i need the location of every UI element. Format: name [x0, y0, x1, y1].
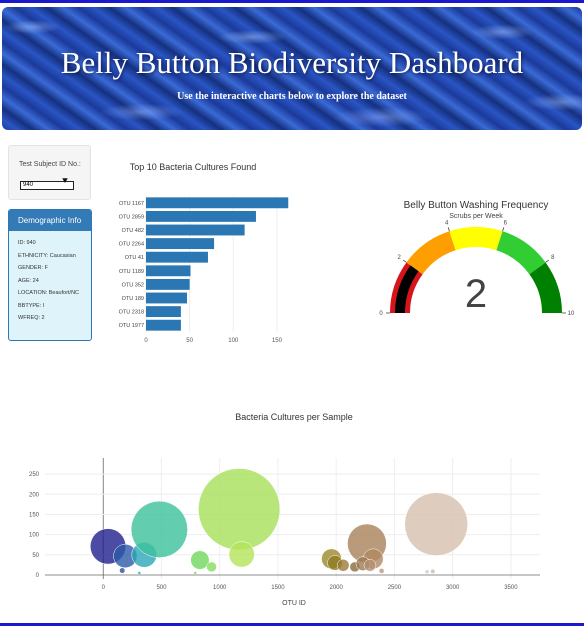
- bubble: [228, 541, 255, 568]
- bar-y-tick-label: OTU 352: [122, 282, 144, 288]
- bar-x-tick-label: 150: [272, 338, 283, 344]
- demographic-info-body: ID: 940 ETHNICITY: Caucasian GENDER: F AGE:…: [9, 231, 91, 322]
- subject-id-select[interactable]: 940 ⯆: [20, 176, 74, 190]
- gauge-band: [496, 231, 546, 275]
- bubble: [206, 561, 217, 573]
- subject-selector-panel: Test Subject ID No.: 940 ⯆: [8, 145, 91, 200]
- bottom-border: [0, 623, 584, 626]
- bubble-x-tick-label: 3000: [446, 585, 460, 591]
- bar-y-tick-label: OTU 2318: [119, 310, 144, 316]
- bar: [146, 197, 289, 209]
- bubble-x-axis-label: OTU ID: [282, 600, 306, 607]
- gauge-tick: [402, 259, 407, 263]
- bubble-x-tick-label: 0: [102, 585, 106, 591]
- gauge-tick-label: 0: [379, 311, 383, 317]
- bar-x-tick-label: 100: [228, 338, 239, 344]
- bar: [146, 210, 256, 222]
- bubble-x-tick-label: 500: [156, 585, 167, 591]
- gauge-tick: [502, 227, 505, 232]
- bar-y-tick-label: OTU 2859: [119, 214, 144, 220]
- bubble: [193, 571, 197, 575]
- bar-y-tick-label: OTU 1167: [119, 201, 144, 207]
- chevron-down-icon: ⯆: [61, 176, 69, 187]
- bubble-y-tick-label: 0: [36, 573, 40, 579]
- gauge-tick-label: 4: [445, 221, 449, 227]
- bubble-x-tick-label: 1500: [271, 585, 285, 591]
- gauge-title: Belly Button Washing Frequency: [404, 200, 549, 211]
- bubble: [363, 559, 377, 572]
- bubble-y-tick-label: 50: [32, 553, 39, 559]
- bubble-x-tick-label: 2000: [329, 585, 343, 591]
- bar: [146, 265, 191, 277]
- bar-x-tick-label: 50: [186, 338, 193, 344]
- demographic-entry: WFREQ: 2: [18, 315, 45, 321]
- bar: [146, 319, 181, 331]
- bar: [146, 306, 181, 318]
- bar-x-tick-label: 0: [144, 338, 148, 344]
- bubble-x-tick-label: 1000: [213, 585, 227, 591]
- bubble: [430, 568, 436, 574]
- demographic-entry: AGE: 24: [18, 277, 39, 284]
- gauge-tick-label: 6: [504, 221, 508, 227]
- bubble-chart-title: Bacteria Cultures per Sample: [235, 412, 353, 422]
- bubble: [336, 559, 350, 572]
- bar: [146, 238, 215, 250]
- bubble-y-tick-label: 100: [29, 533, 40, 539]
- gauge-tick-label: 2: [397, 255, 401, 261]
- bubble: [137, 571, 142, 575]
- bar-y-tick-label: OTU 41: [125, 255, 144, 261]
- bubble: [424, 569, 430, 574]
- bubble: [198, 468, 281, 551]
- demographic-entry: LOCATION: Beaufort/NC: [18, 290, 80, 296]
- demographic-entry: ID: 940: [18, 240, 36, 246]
- gauge-value-bar: [395, 265, 419, 313]
- gauge-subtitle: Scrubs per Week: [449, 213, 503, 220]
- bar-y-tick-label: OTU 1189: [119, 269, 144, 275]
- page-title: Belly Button Biodiversity Dashboard: [60, 45, 524, 80]
- top10-bar-chart: Top 10 Bacteria Cultures Found 0 50 100 150 O…: [119, 162, 289, 344]
- bubble: [190, 550, 210, 570]
- top-border: [0, 0, 584, 3]
- bubble-y-tick-label: 200: [29, 492, 40, 498]
- bubble: [404, 492, 468, 556]
- gauge-tick-label: 10: [568, 311, 575, 317]
- bar-y-tick-label: OTU 189: [122, 296, 144, 302]
- bubble-y-tick-label: 250: [29, 472, 40, 478]
- bar-y-tick-label: OTU 482: [122, 228, 144, 234]
- gauge-tick: [545, 259, 550, 263]
- subject-selector-label: Test Subject ID No.:: [19, 161, 81, 168]
- subject-id-value: 940: [23, 182, 34, 188]
- demographic-entry: GENDER: F: [18, 265, 48, 271]
- page-subtitle: Use the interactive charts below to expl…: [177, 91, 407, 102]
- bar-chart-title: Top 10 Bacteria Cultures Found: [130, 162, 257, 172]
- header-banner: Belly Button Biodiversity Dashboard Use …: [2, 7, 582, 130]
- gauge-band: [449, 227, 503, 251]
- gauge-value: 2: [465, 272, 487, 316]
- demographic-info-title: Demographic Info: [9, 210, 91, 231]
- bubble: [378, 568, 385, 574]
- bar: [146, 292, 188, 304]
- bar: [146, 251, 208, 263]
- bubble: [119, 567, 126, 574]
- demographic-entry: BBTYPE: I: [18, 302, 45, 309]
- bar: [146, 278, 190, 290]
- gauge-tick: [447, 227, 450, 232]
- bubble-y-tick-label: 150: [29, 512, 40, 518]
- bar-y-tick-label: OTU 1977: [119, 323, 144, 329]
- wash-frequency-gauge: Belly Button Washing Frequency Scrubs per…: [379, 200, 575, 317]
- gauge-tick-label: 8: [551, 255, 555, 261]
- demographic-entry: ETHNICITY: Caucasian: [18, 252, 76, 259]
- bubble-x-tick-label: 3500: [504, 585, 518, 591]
- bar-y-tick-label: OTU 2264: [119, 242, 144, 248]
- bar: [146, 224, 245, 236]
- demographic-info-panel: Demographic Info ID: 940 ETHNICITY: Cauca…: [8, 209, 92, 341]
- gauge-band: [406, 231, 456, 275]
- gauge-band: [529, 262, 562, 313]
- bubble: [130, 500, 188, 558]
- bubble-x-tick-label: 2500: [388, 585, 402, 591]
